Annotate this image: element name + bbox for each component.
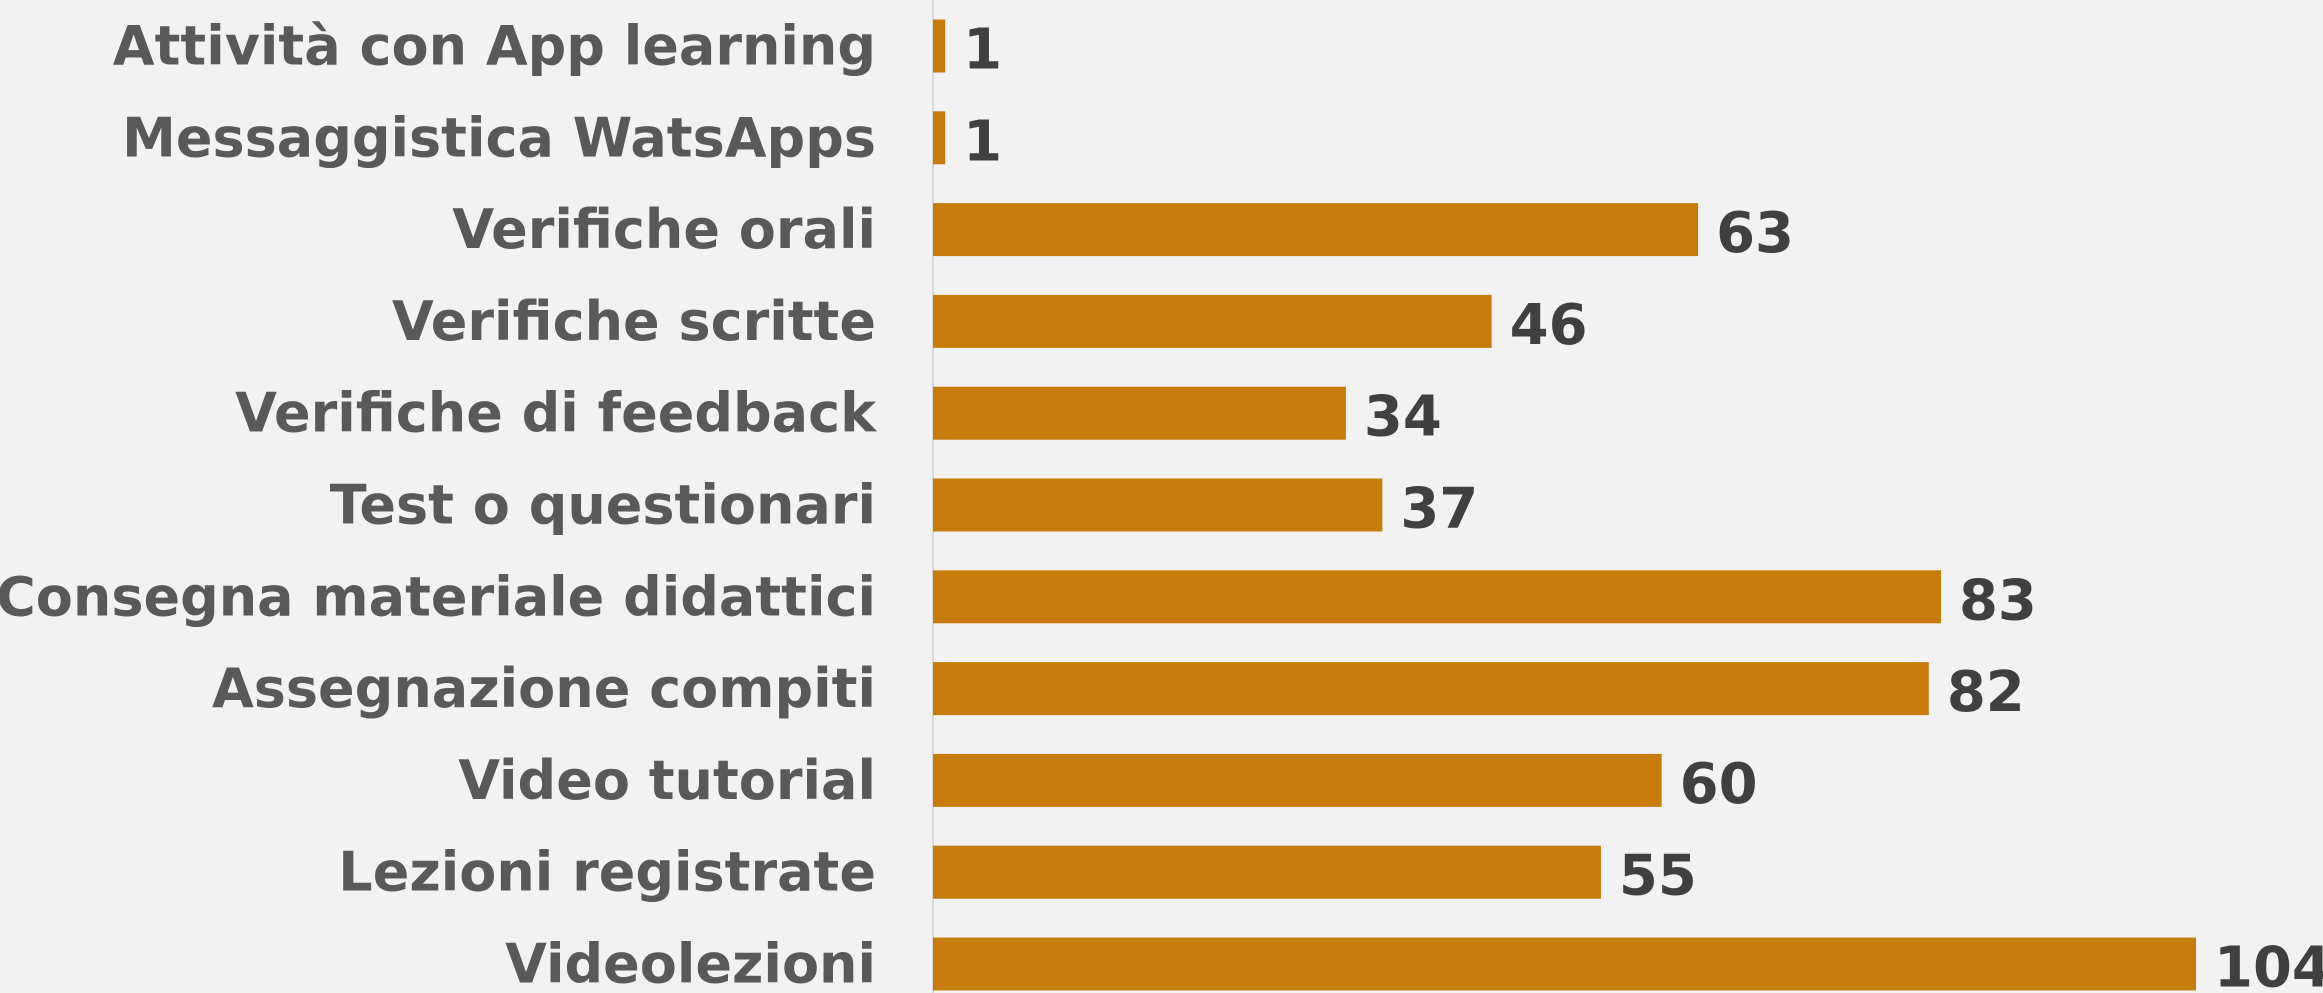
- category-label: Test o questionari: [330, 474, 876, 537]
- data-label: 82: [1947, 660, 2025, 725]
- category-label: Verifiche di feedback: [235, 382, 877, 445]
- category-label: Video tutorial: [458, 749, 876, 812]
- category-label: Verifiche scritte: [392, 290, 876, 353]
- bar: [933, 845, 1601, 899]
- data-label: 37: [1400, 477, 1478, 542]
- data-label: 46: [1510, 293, 1588, 358]
- data-label: 83: [1959, 568, 2037, 633]
- bar: [933, 937, 2196, 991]
- data-label: 34: [1364, 385, 1442, 450]
- bar: [933, 478, 1383, 532]
- category-label: Lezioni registrate: [338, 841, 876, 904]
- data-label: 1: [963, 18, 1002, 83]
- category-label: Assegnazione compiti: [212, 657, 876, 720]
- bar: [933, 386, 1346, 440]
- data-label: 63: [1716, 201, 1794, 266]
- category-label: Attività con App learning: [113, 15, 876, 78]
- category-label: Videolezioni: [505, 933, 876, 993]
- data-label: 60: [1680, 752, 1758, 817]
- data-label: 55: [1619, 844, 1697, 909]
- bar: [933, 111, 946, 165]
- bar: [933, 570, 1941, 624]
- bar: [933, 19, 946, 73]
- bar: [933, 753, 1662, 807]
- bar: [933, 203, 1699, 257]
- category-label: Consegna materiale didattici: [0, 565, 876, 628]
- category-label: Messaggistica WatsApps: [122, 106, 876, 169]
- bar: [933, 662, 1929, 716]
- category-label: Verifiche orali: [452, 198, 876, 261]
- data-label: 1: [963, 109, 1002, 174]
- data-label: 104: [2214, 936, 2323, 993]
- bar: [933, 294, 1492, 348]
